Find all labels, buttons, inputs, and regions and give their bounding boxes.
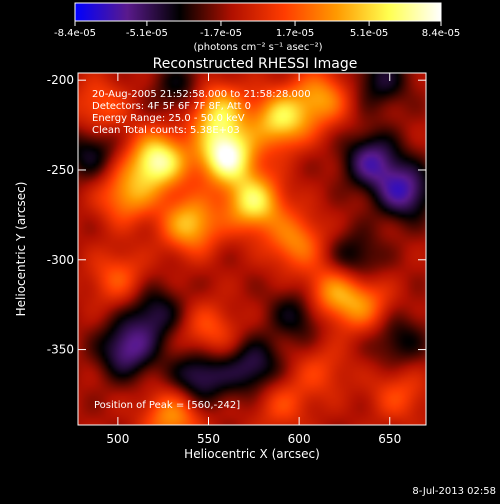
colorbar-tick-label: -8.4e-05: [54, 28, 96, 39]
x-tick-label: 500: [106, 432, 129, 446]
colorbar-units: (photons cm⁻² s⁻¹ asec⁻²): [193, 42, 322, 53]
info-line-1: 20-Aug-2005 21:52:58.000 to 21:58:28.000: [92, 89, 311, 100]
y-tick-label: -200: [47, 73, 74, 87]
x-tick-label: 650: [378, 432, 401, 446]
plot-frame: [77, 72, 427, 426]
chart-title: Reconstructed RHESSI Image: [153, 56, 358, 72]
plot-area: 20-Aug-2005 21:52:58.000 to 21:58:28.000…: [47, 72, 427, 446]
info-block: 20-Aug-2005 21:52:58.000 to 21:58:28.000…: [92, 89, 311, 136]
x-tick-label: 550: [197, 432, 220, 446]
colorbar-tick-label: -1.7e-05: [200, 28, 242, 39]
footer-timestamp: 8-Jul-2013 02:58: [412, 486, 496, 497]
x-axis-ticks: 500 550 600 650: [106, 73, 401, 446]
colorbar-ticks: -8.4e-05 -5.1e-05 -1.7e-05 1.7e-05 5.1e-05 8.…: [54, 21, 460, 39]
colorbar-tick-label: 5.1e-05: [350, 28, 388, 39]
x-tick-label: 600: [288, 432, 311, 446]
y-tick-label: -350: [47, 343, 74, 357]
peak-position-label: Position of Peak = [560,-242]: [94, 400, 240, 411]
y-tick-label: -300: [47, 253, 74, 267]
colorbar: -8.4e-05 -5.1e-05 -1.7e-05 1.7e-05 5.1e-05 8.…: [54, 2, 460, 53]
info-line-3: Energy Range: 25.0 - 50.0 keV: [92, 113, 245, 124]
info-line-2: Detectors: 4F 5F 6F 7F 8F, Att 0: [92, 101, 251, 112]
colorbar-bar: [74, 2, 442, 22]
colorbar-tick-label: 8.4e-05: [422, 28, 460, 39]
colorbar-tick-label: 1.7e-05: [276, 28, 314, 39]
x-axis-label: Heliocentric X (arcsec): [184, 447, 320, 461]
colorbar-tick-label: -5.1e-05: [126, 28, 168, 39]
y-axis-ticks: -200 -250 -300 -350: [47, 73, 426, 357]
heatmap-image: [78, 73, 426, 425]
y-tick-label: -250: [47, 163, 74, 177]
y-axis-label: Heliocentric Y (arcsec): [14, 182, 28, 317]
info-line-4: Clean Total counts: 5.38E+03: [92, 125, 240, 136]
